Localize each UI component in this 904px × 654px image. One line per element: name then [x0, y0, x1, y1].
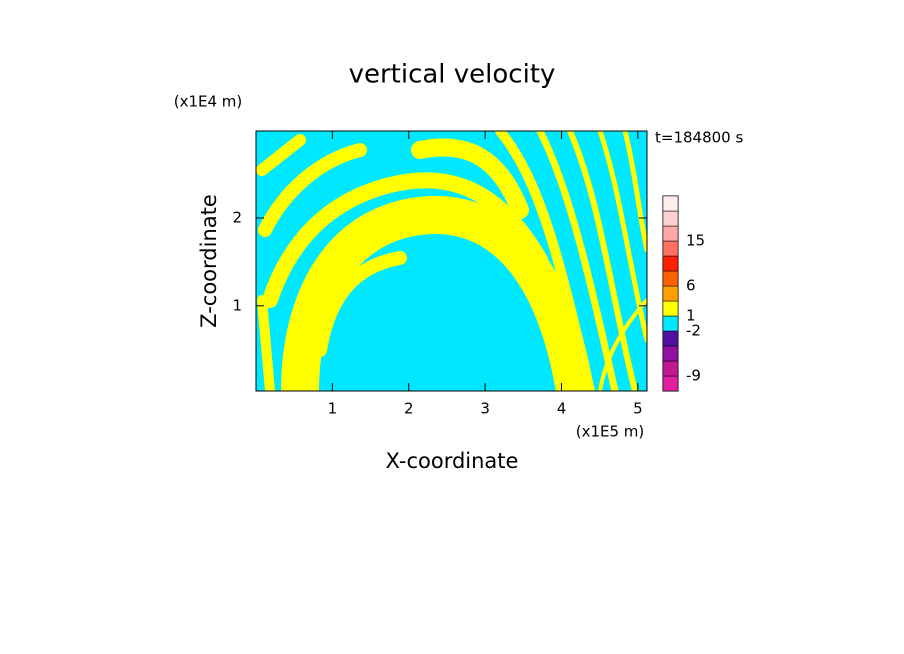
colorbar-segment	[662, 345, 679, 362]
colorbar-segment	[662, 315, 679, 332]
colorbar-tick-label: 1	[686, 307, 696, 325]
y-unit: (x1E4 m)	[174, 93, 243, 111]
y-axis-label: Z-coordinate	[197, 194, 221, 328]
colorbar-segment	[662, 240, 679, 257]
colorbar-segment	[662, 300, 679, 317]
colorbar-segment	[662, 375, 679, 392]
x-tick-label: 5	[633, 400, 643, 418]
colorbar-tick-label: -9	[686, 367, 701, 385]
y-tick-label: 2	[232, 208, 242, 226]
colorbar-tick-label: 15	[686, 232, 705, 250]
x-tick-label: 4	[557, 400, 567, 418]
colorbar-segment	[662, 210, 679, 227]
x-axis-label: X-coordinate	[386, 449, 519, 473]
plot-frame	[255, 130, 648, 392]
x-unit: (x1E5 m)	[576, 423, 645, 441]
colorbar-tick-label: 6	[686, 277, 696, 295]
chart-title: vertical velocity	[349, 60, 556, 90]
colorbar-segment	[662, 225, 679, 242]
colorbar-segment	[662, 330, 679, 347]
colorbar-segment	[662, 255, 679, 272]
x-tick-label: 2	[404, 400, 414, 418]
annotation: t=184800 s	[655, 129, 743, 147]
contour-field	[256, 131, 647, 391]
colorbar-segment	[662, 270, 679, 287]
colorbar-segment	[662, 360, 679, 377]
colorbar-segment	[662, 285, 679, 302]
x-tick-label: 1	[328, 400, 338, 418]
x-tick-label: 3	[480, 400, 490, 418]
colorbar-tick-label: -2	[686, 322, 701, 340]
y-tick-label: 1	[232, 296, 242, 314]
colorbar-segment	[662, 195, 679, 212]
